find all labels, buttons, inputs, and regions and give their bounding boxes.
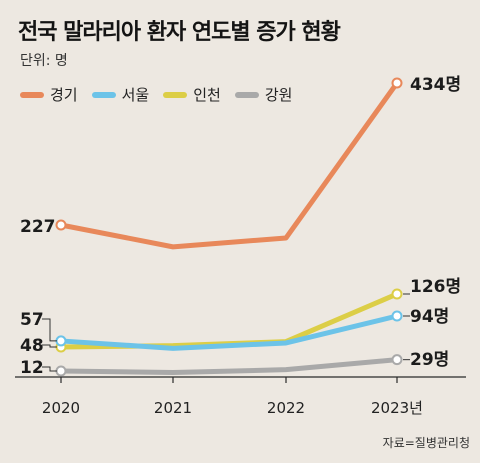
point-seoul-2020 [55,335,67,347]
legend-label-seoul: 서울 [121,86,150,104]
leader-line-incheon [42,344,57,348]
end-label-gangwon: 29명 [410,350,449,370]
leader-line-gangwon [42,366,57,372]
legend-swatch-seoul [91,91,116,98]
start-label-gyeonggi: 227 [20,217,56,237]
source-note: 자료=질병관리청 [382,436,470,450]
point-gangwon-2020 [55,365,67,377]
chart-title: 전국 말라리아 환자 연도별 증가 현황 [18,20,341,45]
start-label-gangwon: 12 [20,358,44,378]
legend-label-gangwon: 강원 [264,86,293,104]
end-label-incheon: 126명 [410,277,461,297]
point-gangwon-2023년 [391,354,403,366]
start-label-incheon: 48 [20,336,44,356]
end-label-seoul: 94명 [410,307,449,327]
series-line-incheon [58,291,400,350]
x-tick-label-1: 2021 [154,399,192,417]
legend: 경기 서울 인천 강원 [20,84,292,105]
legend-swatch-gyeonggi [20,91,44,98]
unit-label: 단위: 명 [20,53,68,69]
point-gyeonggi-2023년 [391,77,403,89]
legend-item-seoul: 서울 [91,84,150,105]
end-label-gyeonggi: 434명 [410,75,461,95]
start-label-seoul: 57 [20,310,44,330]
series-line-seoul [58,313,400,351]
leader-line-seoul [42,318,57,342]
legend-item-gyeonggi: 경기 [20,84,78,105]
x-tick-label-0: 2020 [42,399,80,417]
legend-label-incheon: 인천 [193,86,221,104]
legend-label-gyeonggi: 경기 [50,86,78,104]
legend-swatch-incheon [163,91,188,98]
legend-item-incheon: 인천 [163,84,221,105]
point-seoul-2023년 [391,310,403,322]
x-tick-label-2: 2022 [267,399,305,417]
series-line-gangwon [58,357,400,375]
legend-swatch-gangwon [234,91,259,98]
point-gyeonggi-2020 [55,219,67,231]
series-line-gyeonggi [58,80,400,250]
point-incheon-2023년 [391,288,403,300]
legend-item-gangwon: 강원 [234,84,293,105]
x-tick-label-3: 2023년 [371,399,423,417]
